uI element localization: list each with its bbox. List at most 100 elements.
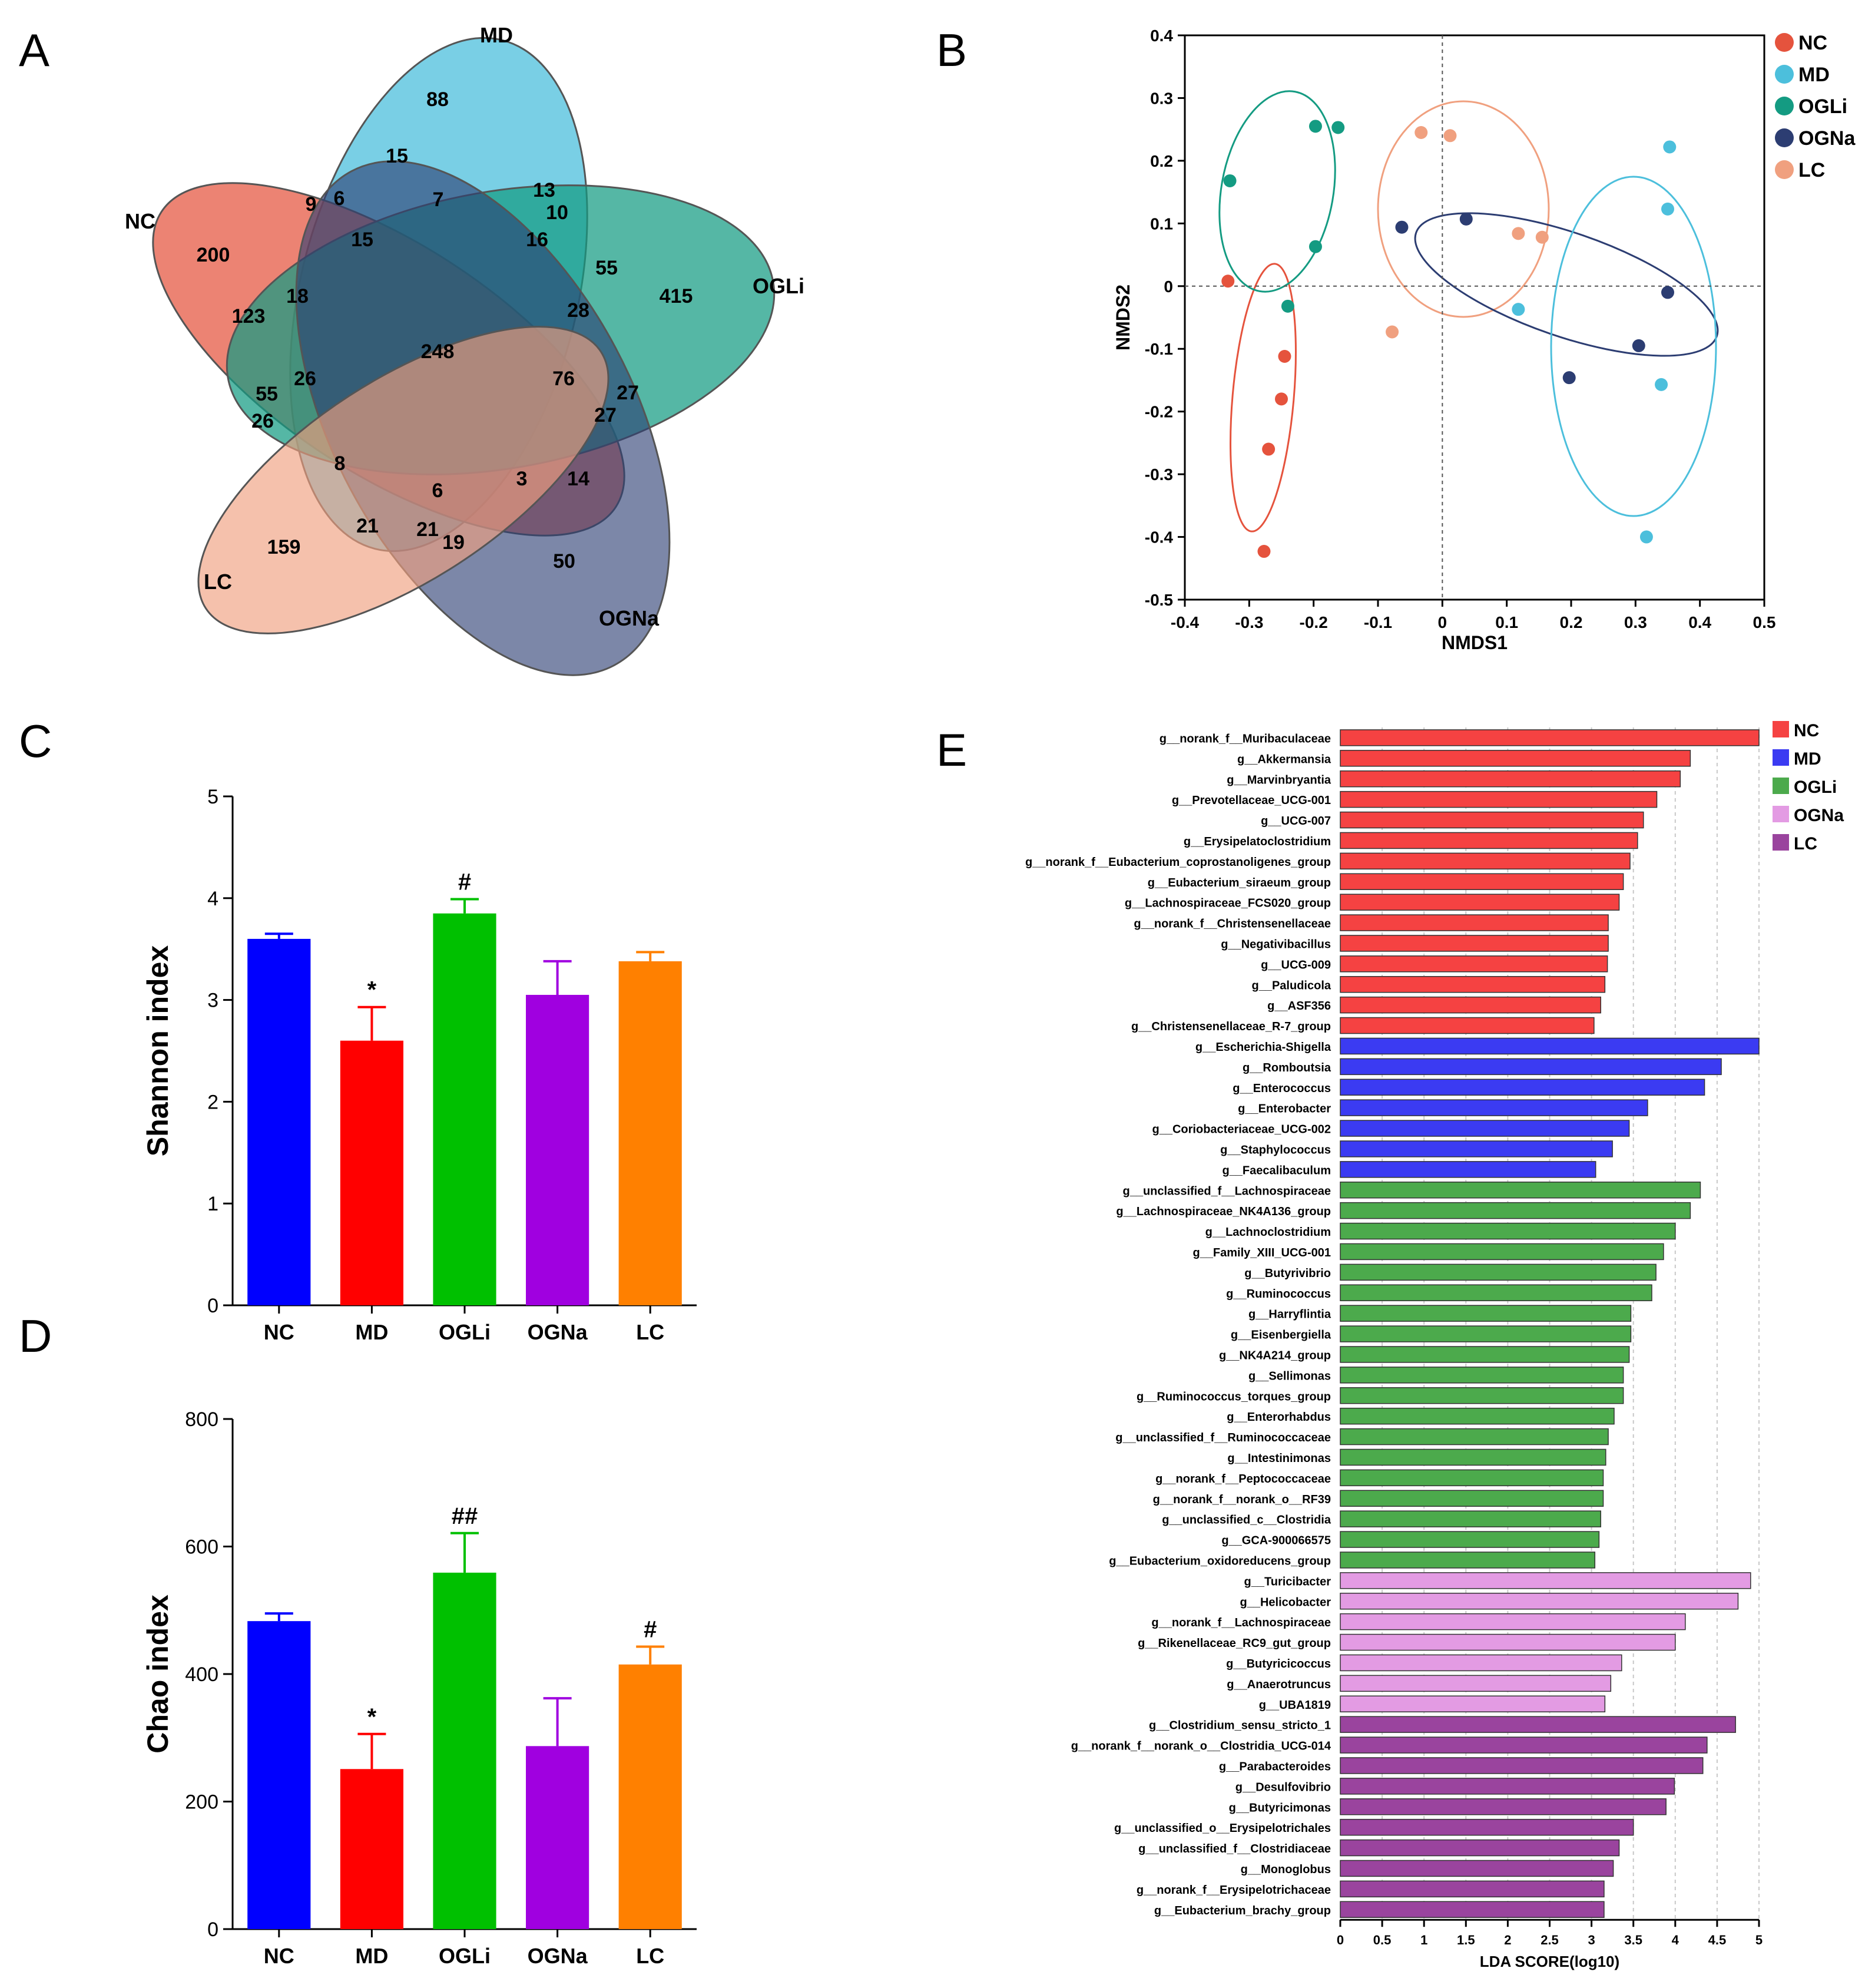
nmds-x-tick-label: -0.1	[1364, 613, 1392, 631]
lda-bar-label: g__Butyricicoccus	[1226, 1658, 1331, 1671]
venn-count: 9	[306, 193, 317, 216]
nmds-ellipse-ogna	[1414, 212, 1719, 357]
lda-bar-ogli	[1340, 1346, 1630, 1363]
nmds-legend-label: OGNa	[1798, 127, 1856, 150]
nmds-legend-marker-ogli	[1775, 97, 1794, 115]
shannon-y-axis-title: Shannon index	[141, 945, 174, 1157]
lda-bar-label: g__Rikenellaceae_RC9_gut_group	[1138, 1637, 1331, 1650]
shannon-bar-nc	[247, 938, 311, 1305]
lda-bar-label: g__Erysipelatoclostridium	[1184, 835, 1331, 848]
chao-x-tick-label: NC	[264, 1944, 294, 1968]
venn-count: 13	[533, 179, 555, 201]
lda-bar-ogna	[1340, 1572, 1751, 1589]
shannon-bar-md	[340, 1040, 403, 1305]
lda-bar-ogli	[1340, 1469, 1604, 1487]
nmds-point-ogli	[1308, 120, 1322, 133]
shannon-x-tick-label: NC	[264, 1320, 294, 1344]
nmds-point-ogna	[1395, 220, 1409, 234]
lda-bar-nc	[1340, 894, 1620, 911]
nmds-plot: -0.4 -0.3 -0.2 -0.1 0 0.1 0.2 0.3 0.4 0.5 0.4 0.3 0.…	[1112, 27, 1856, 653]
nmds-legend-label: OGLi	[1798, 95, 1847, 118]
lda-legend-marker-nc	[1773, 721, 1789, 737]
lda-bar-label: g__norank_f__Peptococcaceae	[1155, 1473, 1331, 1486]
lda-x-tick-label: 0.5	[1373, 1933, 1392, 1947]
lda-x-tick-label: 3	[1588, 1933, 1595, 1947]
lda-bar-ogna	[1340, 1675, 1612, 1692]
panel-letter-d: D	[19, 1310, 52, 1362]
lda-bar-label: g__Lachnoclostridium	[1205, 1226, 1331, 1239]
lda-bar-label: g__Akkermansia	[1237, 753, 1331, 766]
lda-bar-lc	[1340, 1736, 1708, 1754]
venn-count: 6	[334, 187, 345, 210]
lda-bar-label: g__Anaerotruncus	[1227, 1678, 1331, 1691]
shannon-bar-ogna	[526, 994, 589, 1305]
lda-bar-label: g__unclassified_f__Ruminococcaceae	[1115, 1431, 1331, 1444]
lda-bar-label: g__Negativibacillus	[1221, 938, 1331, 951]
lda-bar-label: g__UCG-009	[1261, 958, 1331, 971]
shannon-x-tick-label: OGLi	[439, 1320, 491, 1344]
chao-bar-chart: 0 200 400 600 800 Chao index NC MD * OGLi ## OGNa LC…	[141, 1408, 697, 1968]
chao-x-tick-label: OGNa	[528, 1944, 588, 1968]
shannon-x-tick-label: LC	[636, 1320, 664, 1344]
nmds-y-tick-label: 0	[1164, 277, 1173, 296]
lda-x-tick-label: 0	[1337, 1933, 1344, 1947]
lda-bar-ogli	[1340, 1243, 1664, 1261]
venn-count: 15	[351, 229, 373, 251]
nmds-y-tick-label: -0.2	[1145, 403, 1173, 421]
venn-count: 200	[197, 244, 230, 266]
lda-bar-md	[1340, 1120, 1630, 1137]
chao-x-tick-label: LC	[636, 1944, 664, 1968]
lda-bar-label: g__UCG-007	[1261, 815, 1331, 828]
nmds-point-nc	[1278, 349, 1291, 363]
venn-count: 123	[232, 305, 266, 328]
nmds-point-nc	[1275, 392, 1288, 406]
lda-bar-label: g__unclassified_f__Clostridiaceae	[1138, 1843, 1331, 1855]
lda-bar-nc	[1340, 790, 1658, 808]
nmds-x-tick-label: 0.1	[1495, 613, 1518, 631]
venn-count: 8	[334, 452, 346, 475]
lda-bar-label: g__Enterobacter	[1238, 1103, 1331, 1116]
lda-bar-label: g__Eubacterium_siraeum_group	[1148, 876, 1331, 889]
shannon-bar-chart: 0 1 2 3 4 5 Shannon index NC MD * OGLi # OGNa LC	[141, 786, 697, 1344]
chao-bar-lc	[618, 1664, 682, 1929]
venn-set-label: NC	[125, 209, 155, 233]
venn-count: 27	[617, 382, 639, 404]
shannon-x-tick-label: OGNa	[528, 1320, 588, 1344]
nmds-x-tick-label: 0.4	[1688, 613, 1711, 631]
lda-bar-md	[1340, 1140, 1613, 1157]
venn-count: 50	[553, 550, 575, 573]
nmds-ellipse-md	[1550, 176, 1717, 517]
venn-count: 21	[356, 515, 379, 537]
lda-bar-label: g__UBA1819	[1259, 1699, 1331, 1712]
lda-bar-label: g__Staphylococcus	[1220, 1143, 1331, 1156]
nmds-point-lc	[1535, 230, 1549, 244]
lda-bar-chart: g__norank_f__Muribaculaceae g__Akkermansi…	[1025, 721, 1844, 1970]
lda-bar-ogli	[1340, 1202, 1691, 1219]
lda-bar-label: g__unclassified_f__Lachnospiraceae	[1123, 1185, 1331, 1198]
shannon-significance-mark: *	[367, 977, 377, 1003]
shannon-significance-mark: #	[458, 869, 471, 895]
lda-bar-label: g__norank_f__Christensenellaceae	[1134, 918, 1331, 931]
venn-count: 55	[256, 383, 278, 405]
venn-count: 3	[516, 468, 528, 490]
lda-bar-ogna	[1340, 1613, 1686, 1630]
nmds-x-tick-label: -0.2	[1300, 613, 1328, 631]
nmds-y-tick-label: 0.1	[1150, 214, 1173, 233]
lda-bar-ogna	[1340, 1593, 1739, 1610]
shannon-y-tick-label: 4	[207, 888, 218, 910]
lda-bar-label: g__Monoglobus	[1241, 1863, 1331, 1876]
panel-letter-a: A	[19, 24, 49, 76]
nmds-legend-marker-md	[1775, 65, 1794, 84]
venn-count: 10	[546, 201, 568, 224]
lda-bar-label: g__Eubacterium_brachy_group	[1154, 1904, 1331, 1917]
lda-bar-lc	[1340, 1880, 1605, 1898]
lda-bar-md	[1340, 1037, 1760, 1055]
lda-bar-ogli	[1340, 1490, 1604, 1507]
lda-bar-nc	[1340, 914, 1609, 931]
venn-set-label: OGNa	[599, 606, 660, 630]
lda-bar-ogli	[1340, 1428, 1609, 1445]
lda-bar-label: g__Sellimonas	[1248, 1370, 1331, 1382]
lda-x-tick-label: 2.5	[1541, 1933, 1559, 1947]
